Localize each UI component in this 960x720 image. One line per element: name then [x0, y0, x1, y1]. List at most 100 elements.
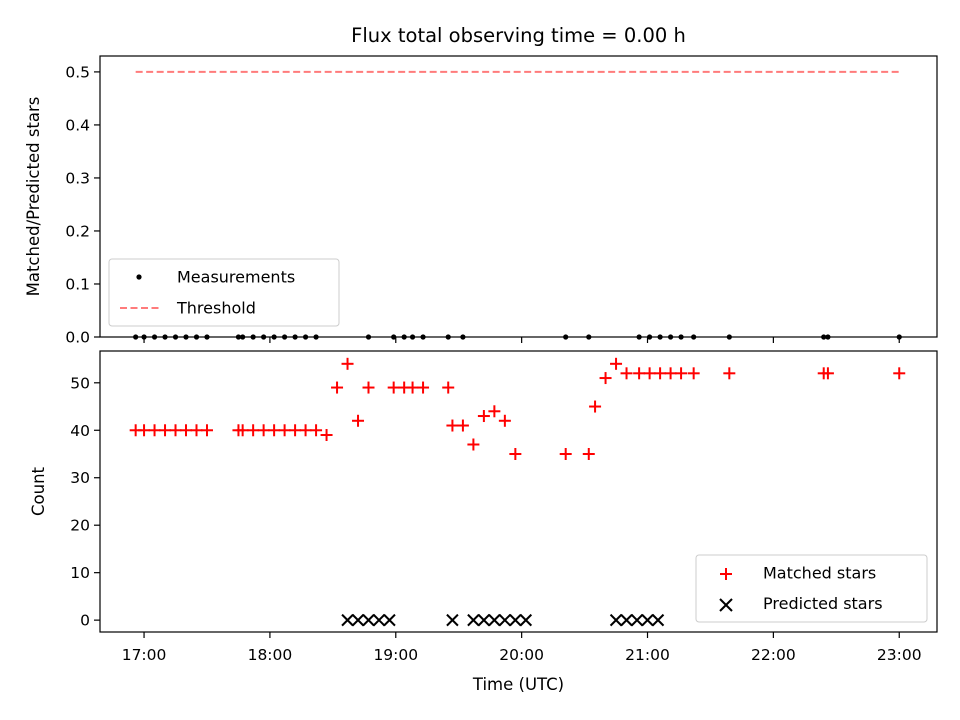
ratio-legend-box	[108, 258, 340, 327]
matched-star-point	[190, 424, 203, 437]
matched-star-point	[310, 424, 323, 437]
matched-star-point	[559, 448, 572, 461]
count-ytick-label: 40	[70, 422, 90, 440]
predicted-star-point	[351, 613, 365, 627]
ratio-ytick-label: 0.4	[65, 116, 90, 134]
predicted-star-point	[383, 613, 396, 627]
predicted-star-point	[641, 613, 654, 627]
matched-star-point	[406, 381, 419, 394]
matched-star-point	[278, 424, 291, 437]
matched-star-point	[643, 367, 656, 380]
matched-star-point	[498, 414, 511, 427]
matched-star-point	[362, 381, 375, 394]
count-xtick-label: 20:00	[499, 646, 544, 664]
predicted-star-point	[467, 613, 480, 627]
matched-star-point	[387, 381, 400, 394]
predicted-star-point	[651, 613, 665, 627]
matched-star-point	[247, 424, 260, 437]
matched-star-point	[268, 424, 281, 437]
matched-star-point	[320, 429, 333, 442]
matched-star-point	[299, 424, 312, 437]
count-ytick-label: 0	[80, 612, 90, 630]
matched-star-point	[169, 424, 182, 437]
count-panel: 0 10 20 30 40 50 17:00 18:00 19:00 20:00 21:00 22:…	[29, 350, 938, 694]
count-ytick-label: 30	[70, 469, 90, 487]
count-xtick-label: 19:00	[373, 646, 418, 664]
matched-star-point	[331, 381, 344, 394]
matched-star-point	[675, 367, 688, 380]
count-xtick-label: 22:00	[751, 646, 796, 664]
predicted-star-point	[341, 613, 354, 627]
legend-threshold-label: Threshold	[176, 299, 256, 318]
ratio-ytick-label: 0.1	[65, 275, 90, 293]
count-xtick-label: 17:00	[122, 646, 167, 664]
predicted-star-point	[372, 613, 386, 627]
matched-star-point	[599, 372, 612, 385]
predicted-star-point	[477, 613, 491, 627]
ratio-ytick-label: 0.0	[65, 329, 90, 347]
predicted-star-point	[620, 613, 633, 627]
count-xtick-label: 23:00	[877, 646, 922, 664]
matched-star-point	[893, 367, 906, 380]
matched-star-point	[236, 424, 249, 437]
matched-star-point	[148, 424, 161, 437]
count-panel-xlabel: Time (UTC)	[472, 675, 564, 694]
ratio-ytick-label: 0.5	[65, 63, 90, 81]
matched-star-point	[821, 367, 834, 380]
ratio-panel: 0.0 0.1 0.2 0.3 0.4 0.5 Matched/Predicted sta…	[24, 55, 938, 347]
matched-star-point	[723, 367, 736, 380]
count-xtick-label: 18:00	[248, 646, 293, 664]
matched-star-point	[582, 448, 595, 461]
predicted-star-point	[519, 613, 533, 627]
predicted-star-point	[446, 613, 459, 627]
predicted-star-point	[498, 613, 512, 627]
count-ytick-label: 20	[70, 517, 90, 535]
matched-star-point	[289, 424, 302, 437]
matched-star-point	[159, 424, 172, 437]
count-xtick-label: 21:00	[625, 646, 670, 664]
chart-title: Flux total observing time = 0.00 h	[351, 24, 686, 47]
count-panel-ylabel: Count	[29, 466, 48, 516]
ratio-ytick-label: 0.2	[65, 222, 90, 240]
ratio-panel-ylabel: Matched/Predicted stars	[24, 97, 43, 297]
matched-star-point	[138, 424, 151, 437]
matched-star-point	[352, 414, 365, 427]
matched-star-point	[687, 367, 700, 380]
matched-star-point	[654, 367, 667, 380]
legend-matched-marker	[720, 568, 732, 580]
matched-star-point	[417, 381, 430, 394]
matched-star-point	[341, 357, 354, 370]
legend-matched-label: Matched stars	[763, 564, 876, 583]
matched-star-point	[477, 410, 490, 423]
predicted-star-point	[488, 613, 501, 627]
predicted-star-point	[362, 613, 375, 627]
legend-measurements-marker	[136, 274, 142, 280]
matched-star-point	[446, 419, 459, 432]
predicted-star-point	[630, 613, 644, 627]
matched-star-point	[610, 357, 623, 370]
predicted-star-point	[509, 613, 522, 627]
ratio-ytick-label: 0.3	[65, 169, 90, 187]
predicted-star-point	[609, 613, 623, 627]
count-ytick-label: 50	[70, 374, 90, 392]
legend-measurements-label: Measurements	[177, 268, 295, 287]
ratio-legend: Measurements Threshold	[108, 258, 340, 327]
matched-star-point	[180, 424, 193, 437]
matched-star-point	[664, 367, 677, 380]
count-ytick-label: 10	[70, 564, 90, 582]
matched-star-point	[467, 438, 480, 451]
count-panel-frame	[99, 350, 938, 633]
matched-star-point	[442, 381, 455, 394]
ratio-panel-frame	[99, 55, 938, 338]
matched-star-point	[257, 424, 270, 437]
count-legend-box	[695, 554, 928, 623]
matched-star-point	[633, 367, 646, 380]
matched-star-point	[200, 424, 213, 437]
matched-star-point	[589, 400, 602, 413]
count-legend: Matched stars Predicted stars	[695, 554, 928, 623]
matched-star-point	[456, 419, 469, 432]
legend-predicted-marker	[719, 598, 733, 612]
legend-predicted-label: Predicted stars	[763, 594, 883, 613]
matched-star-point	[488, 405, 501, 418]
